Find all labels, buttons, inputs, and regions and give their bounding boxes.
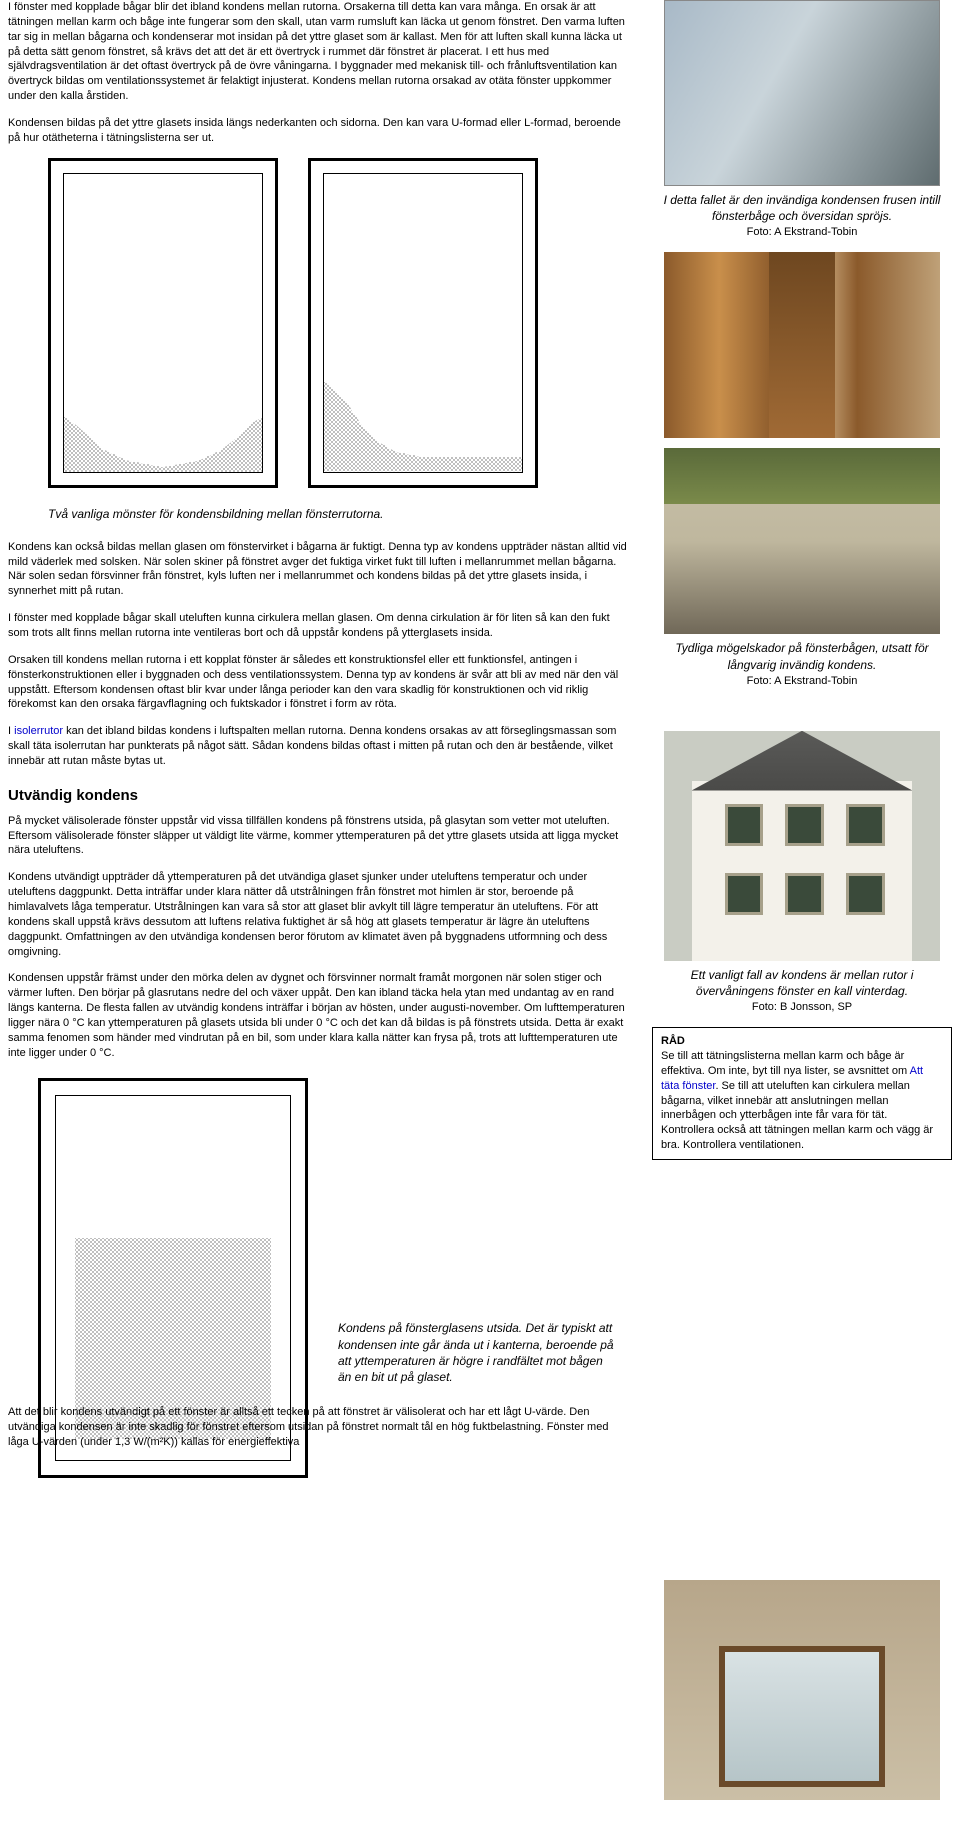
credit-house: Foto: B Jonsson, SP bbox=[652, 1001, 952, 1013]
p6-post: kan det ibland bildas kondens i luftspal… bbox=[8, 725, 616, 767]
pane-right bbox=[308, 158, 538, 488]
caption-house: Ett vanligt fall av kondens är mellan ru… bbox=[652, 967, 952, 999]
isolerrutor-link[interactable]: isolerrutor bbox=[14, 725, 63, 737]
paragraph-9: Kondensen uppstår främst under den mörka… bbox=[8, 971, 628, 1060]
paragraph-7: På mycket välisolerade fönster uppstår v… bbox=[8, 814, 628, 859]
pane-left-inner bbox=[63, 173, 263, 473]
paragraph-2: Kondensen bildas på det yttre glasets in… bbox=[8, 116, 628, 146]
one-pane-inner bbox=[55, 1095, 291, 1461]
condensation-u-shape bbox=[64, 417, 262, 472]
paragraph-4: I fönster med kopplade bågar skall utelu… bbox=[8, 611, 628, 641]
condensation-block bbox=[75, 1238, 272, 1438]
rad-text-1: Se till att tätningslisterna mellan karm… bbox=[661, 1050, 910, 1077]
credit-mold: Foto: A Ekstrand-Tobin bbox=[652, 675, 952, 687]
credit-frost: Foto: A Ekstrand-Tobin bbox=[652, 226, 952, 238]
rad-title: RÅD bbox=[661, 1035, 685, 1047]
two-panes-diagram bbox=[48, 158, 548, 498]
rad-box: RÅD Se till att tätningslisterna mellan … bbox=[652, 1027, 952, 1160]
pane-right-inner bbox=[323, 173, 523, 473]
photo-frost bbox=[664, 0, 940, 186]
condensation-l-shape bbox=[324, 382, 522, 472]
paragraph-8: Kondens utvändigt uppträder då yttempera… bbox=[8, 870, 628, 959]
caption-frost: I detta fallet är den invändiga kondense… bbox=[652, 192, 952, 224]
two-panes-caption: Två vanliga mönster för kondensbildning … bbox=[48, 506, 548, 522]
one-pane-outer bbox=[38, 1078, 308, 1478]
paragraph-6: I isolerrutor kan det ibland bildas kond… bbox=[8, 724, 628, 769]
pane-left bbox=[48, 158, 278, 488]
caption-mold: Tydliga mögelskador på fönsterbågen, uts… bbox=[652, 640, 952, 672]
photo-interior bbox=[664, 1580, 940, 1800]
photo-mold bbox=[664, 448, 940, 634]
photo-house bbox=[664, 731, 940, 961]
one-pane-caption: Kondens på fönsterglasens utsida. Det är… bbox=[338, 1320, 618, 1385]
paragraph-3: Kondens kan också bildas mellan glasen o… bbox=[8, 540, 628, 599]
photo-wood bbox=[664, 252, 940, 438]
paragraph-5: Orsaken till kondens mellan rutorna i et… bbox=[8, 653, 628, 712]
section-title-utvandig: Utvändig kondens bbox=[8, 787, 628, 804]
intro-paragraph: I fönster med kopplade bågar blir det ib… bbox=[8, 0, 628, 104]
one-pane-diagram bbox=[38, 1078, 308, 1478]
